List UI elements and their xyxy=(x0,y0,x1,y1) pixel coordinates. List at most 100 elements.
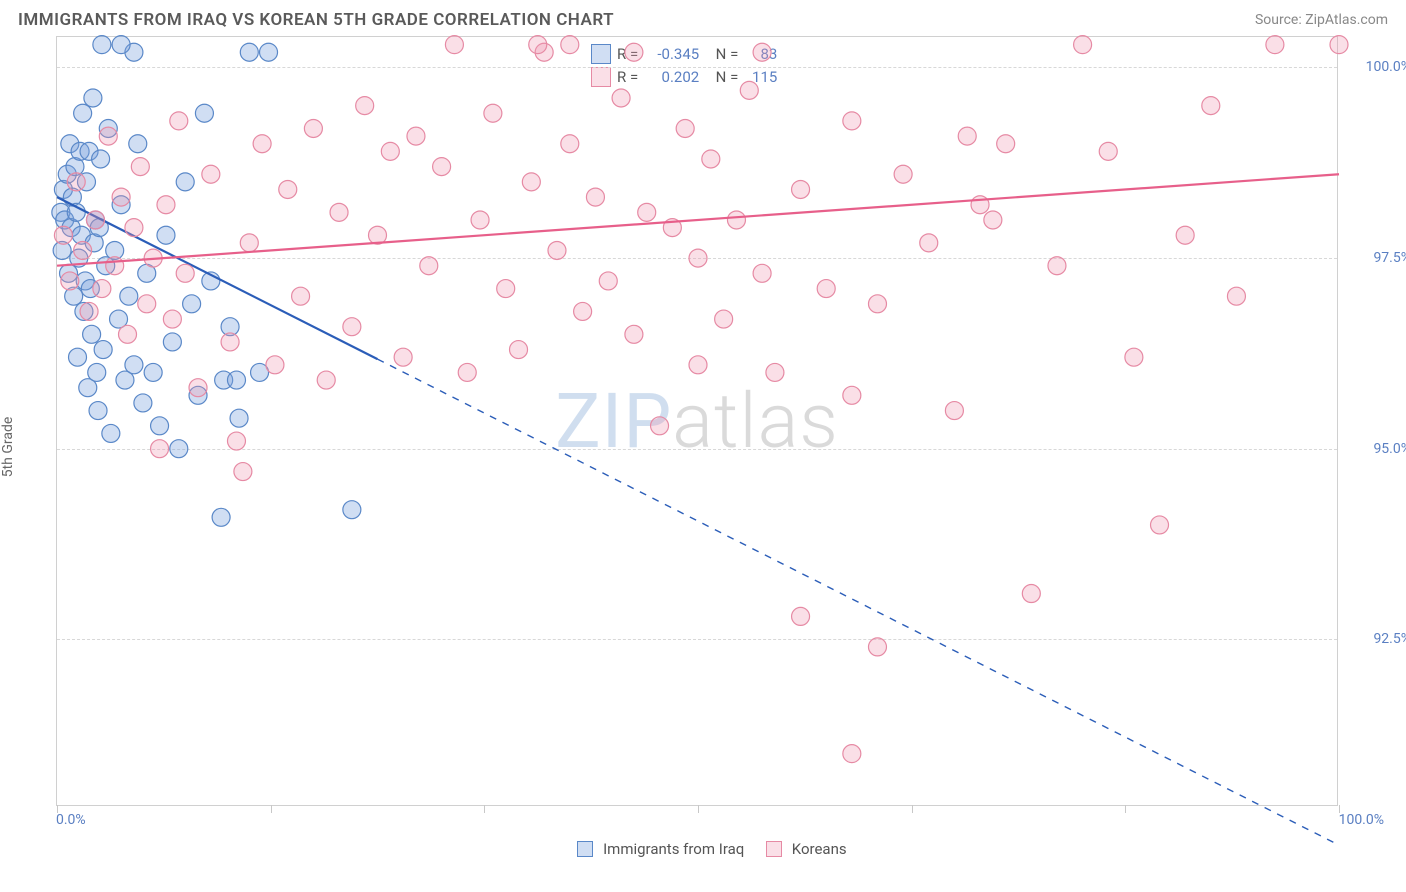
svg-layer xyxy=(57,37,1339,807)
scatter-point-koreans xyxy=(484,104,502,122)
scatter-point-iraq xyxy=(102,424,120,442)
scatter-point-iraq xyxy=(183,295,201,313)
scatter-point-koreans xyxy=(356,97,374,115)
scatter-point-iraq xyxy=(92,150,110,168)
scatter-point-koreans xyxy=(234,463,252,481)
scatter-point-koreans xyxy=(170,112,188,130)
source-name: ZipAtlas.com xyxy=(1305,12,1388,28)
x-axis-max-label: 100.0% xyxy=(1339,812,1384,828)
scatter-point-koreans xyxy=(86,211,104,229)
scatter-point-koreans xyxy=(638,203,656,221)
scatter-point-iraq xyxy=(88,363,106,381)
chart-title: IMMIGRANTS FROM IRAQ VS KOREAN 5TH GRADE… xyxy=(18,10,614,30)
scatter-point-koreans xyxy=(138,295,156,313)
scatter-point-koreans xyxy=(458,363,476,381)
scatter-point-iraq xyxy=(163,333,181,351)
scatter-point-koreans xyxy=(266,356,284,374)
scatter-point-koreans xyxy=(843,386,861,404)
scatter-point-koreans xyxy=(54,226,72,244)
scatter-point-koreans xyxy=(997,135,1015,153)
scatter-point-koreans xyxy=(945,402,963,420)
scatter-point-koreans xyxy=(1125,348,1143,366)
scatter-point-iraq xyxy=(151,417,169,435)
scatter-point-koreans xyxy=(330,203,348,221)
scatter-point-koreans xyxy=(510,341,528,359)
legend-swatch-iraq xyxy=(577,841,593,857)
scatter-point-iraq xyxy=(84,89,102,107)
scatter-point-koreans xyxy=(727,211,745,229)
scatter-point-koreans xyxy=(715,310,733,328)
scatter-point-koreans xyxy=(958,127,976,145)
scatter-point-koreans xyxy=(227,432,245,450)
scatter-point-iraq xyxy=(343,501,361,519)
scatter-point-koreans xyxy=(433,158,451,176)
scatter-point-koreans xyxy=(574,302,592,320)
scatter-point-koreans xyxy=(1074,36,1092,54)
legend-swatch-koreans xyxy=(766,841,782,857)
scatter-point-koreans xyxy=(202,165,220,183)
scatter-point-koreans xyxy=(125,219,143,237)
scatter-point-koreans xyxy=(317,371,335,389)
scatter-point-iraq xyxy=(240,43,258,61)
scatter-point-koreans xyxy=(240,234,258,252)
scatter-point-koreans xyxy=(420,257,438,275)
scatter-point-iraq xyxy=(195,104,213,122)
scatter-point-koreans xyxy=(163,310,181,328)
scatter-point-koreans xyxy=(93,280,111,298)
scatter-point-koreans xyxy=(176,264,194,282)
scatter-point-koreans xyxy=(67,173,85,191)
scatter-point-koreans xyxy=(131,158,149,176)
x-axis-min-label: 0.0% xyxy=(56,812,86,828)
scatter-point-iraq xyxy=(89,402,107,420)
scatter-point-koreans xyxy=(1151,516,1169,534)
scatter-point-koreans xyxy=(1048,257,1066,275)
scatter-point-koreans xyxy=(151,440,169,458)
scatter-point-koreans xyxy=(99,127,117,145)
scatter-point-koreans xyxy=(106,257,124,275)
scatter-point-iraq xyxy=(230,409,248,427)
scatter-point-iraq xyxy=(212,508,230,526)
scatter-point-iraq xyxy=(83,325,101,343)
scatter-point-koreans xyxy=(766,363,784,381)
scatter-point-koreans xyxy=(74,241,92,259)
scatter-point-koreans xyxy=(651,417,669,435)
scatter-point-koreans xyxy=(984,211,1002,229)
scatter-point-koreans xyxy=(292,287,310,305)
trendline-dashed-iraq xyxy=(378,359,1340,845)
scatter-point-koreans xyxy=(522,173,540,191)
scatter-point-koreans xyxy=(817,280,835,298)
scatter-point-iraq xyxy=(69,348,87,366)
scatter-point-koreans xyxy=(1022,585,1040,603)
scatter-point-koreans xyxy=(157,196,175,214)
scatter-point-koreans xyxy=(221,333,239,351)
scatter-point-koreans xyxy=(529,36,547,54)
scatter-point-koreans xyxy=(689,356,707,374)
scatter-point-koreans xyxy=(920,234,938,252)
scatter-point-iraq xyxy=(94,341,112,359)
scatter-point-iraq xyxy=(93,36,111,54)
source-prefix: Source: xyxy=(1255,12,1305,28)
scatter-point-koreans xyxy=(625,43,643,61)
scatter-point-iraq xyxy=(227,371,245,389)
scatter-point-koreans xyxy=(612,89,630,107)
scatter-point-koreans xyxy=(1330,36,1348,54)
scatter-point-koreans xyxy=(599,272,617,290)
scatter-point-iraq xyxy=(144,363,162,381)
scatter-point-iraq xyxy=(260,43,278,61)
scatter-point-iraq xyxy=(157,226,175,244)
scatter-point-koreans xyxy=(740,81,758,99)
scatter-point-koreans xyxy=(586,188,604,206)
chart-source: Source: ZipAtlas.com xyxy=(1255,12,1388,28)
scatter-point-iraq xyxy=(134,394,152,412)
scatter-point-koreans xyxy=(843,112,861,130)
scatter-point-koreans xyxy=(253,135,271,153)
scatter-point-koreans xyxy=(497,280,515,298)
chart-header: IMMIGRANTS FROM IRAQ VS KOREAN 5TH GRADE… xyxy=(0,0,1406,36)
scatter-point-koreans xyxy=(868,295,886,313)
scatter-point-koreans xyxy=(1176,226,1194,244)
y-tick-label: 95.0% xyxy=(1347,441,1406,457)
scatter-point-koreans xyxy=(1227,287,1245,305)
scatter-point-koreans xyxy=(792,180,810,198)
scatter-point-koreans xyxy=(561,135,579,153)
scatter-point-koreans xyxy=(471,211,489,229)
